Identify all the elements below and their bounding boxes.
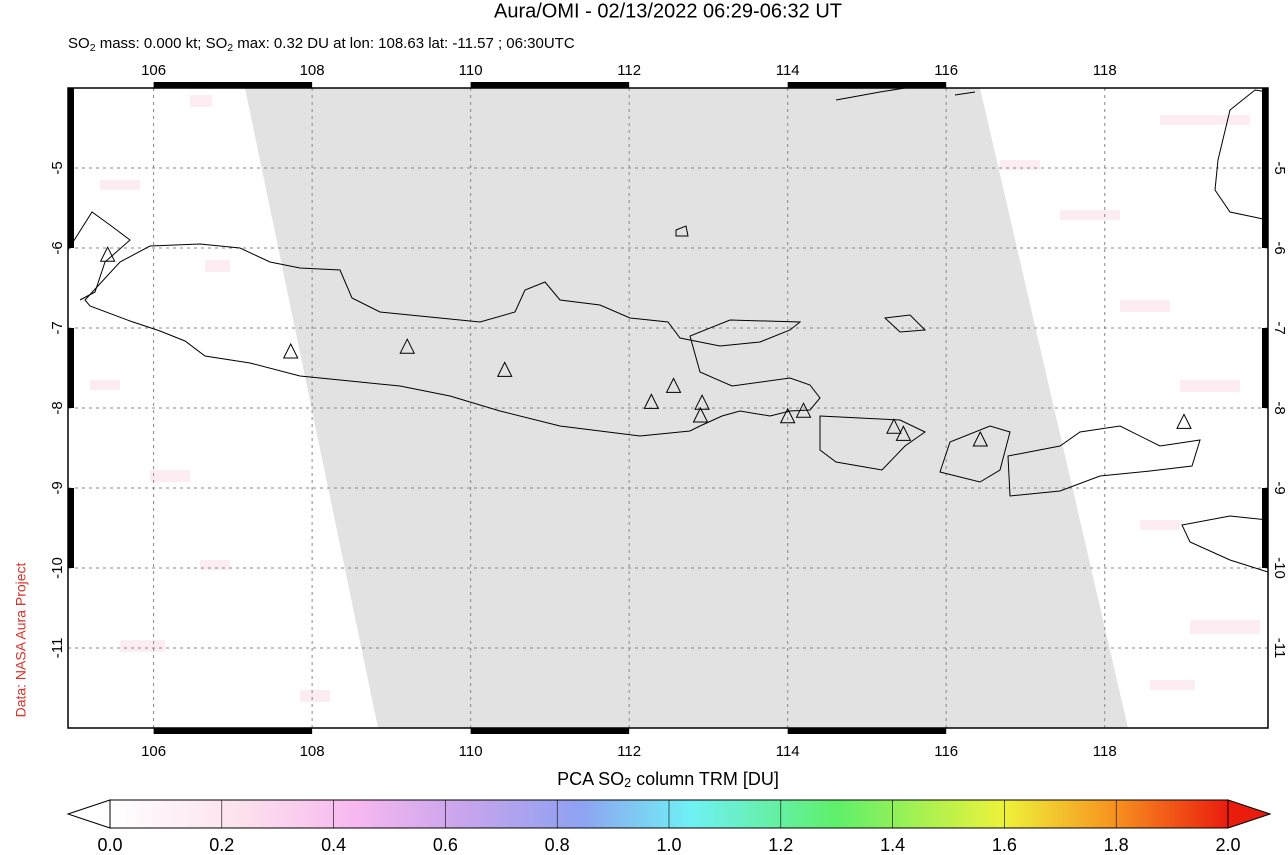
side-note: Data: NASA Aura Project [13,562,29,717]
volcano-marker [895,425,912,441]
y-tick-label: -7 [1271,321,1288,334]
map-area [68,88,1268,728]
volcano-marker [795,402,812,418]
y-tick-label: -8 [49,401,66,414]
volcano-marker [886,418,902,434]
frame-segment [153,728,313,734]
volcano-marker [972,430,989,447]
colorbar-tick-label: 1.6 [992,835,1017,855]
x-tick-label: 108 [300,743,325,760]
colorbar-low-extend [66,799,111,829]
colorbar-tick-label: 0.8 [545,835,570,855]
frame-segment [68,88,74,168]
volcano-marker [643,393,660,409]
title: Aura/OMI - 02/13/2022 06:29-06:32 UT [494,0,842,22]
y-tick-label: -8 [1271,401,1288,414]
x-tick-label: 106 [141,743,166,760]
y-tick-label: -11 [49,638,66,659]
volcano-marker [282,342,299,359]
colorbar-tick-label: 0.6 [433,835,458,855]
colorbar-tick-label: 0.0 [97,835,122,855]
volcano-marker [99,246,116,262]
x-tick-label: 108 [300,62,325,79]
frame-segment [153,82,313,88]
frame-segment [1262,328,1268,408]
colorbar-tick-label: 2.0 [1215,835,1240,855]
volcano-marker [694,394,710,410]
volcano-marker [665,377,682,393]
x-tick-label: 112 [617,62,641,79]
text-part: mass: 0.000 kt; SO [96,35,228,52]
y-tick-label: -5 [49,161,66,174]
x-tick-label: 118 [1093,743,1117,760]
colorbar-label: PCA SO2 column TRM [DU] [557,769,779,791]
x-tick-label: 118 [1093,62,1117,79]
subscript: 2 [227,42,233,54]
x-tick-label: 116 [934,743,958,760]
text-part: max: 0.32 DU at lon: 108.63 lat: -11.57 … [233,35,575,52]
frame-segment [787,728,947,734]
frame-segment [787,82,947,88]
y-tick-label: -9 [49,481,66,494]
subscript: 2 [90,42,96,54]
subtitle: SO2 mass: 0.000 kt; SO2 max: 0.32 DU at … [68,35,575,54]
frame-segment [1262,488,1268,568]
frame-segment [68,168,74,248]
colorbar-tick-label: 1.4 [880,835,905,855]
frame-segment [1262,88,1268,168]
y-tick-label: -6 [1271,241,1288,254]
volcano-marker [496,361,513,377]
x-tick-label: 106 [141,62,166,79]
x-tick-label: 114 [776,62,800,79]
coastlines [68,88,1268,573]
colorbar-tick-label: 0.4 [321,835,346,855]
volcano-marker [1176,413,1192,429]
volcano-marker [779,407,796,424]
colorbar-tick-label: 0.2 [209,835,234,855]
colorbar-tick-label: 1.2 [768,835,793,855]
frame-segment [470,728,630,734]
x-tick-label: 112 [617,743,641,760]
subscript: 2 [624,776,631,790]
y-tick-label: -11 [1271,638,1288,659]
colorbar-tick-label: 1.0 [656,835,681,855]
text-part: column TRM [DU] [631,769,779,789]
x-tick-label: 110 [459,743,483,760]
colorbar-high-extend [1227,799,1272,829]
x-tick-label: 114 [776,743,800,760]
volcano-marker [399,338,416,354]
y-tick-label: -9 [1271,481,1288,494]
volcano-marker [692,406,709,423]
frame-segment [68,328,74,408]
y-tick-label: -7 [49,321,66,334]
x-tick-label: 110 [459,62,483,79]
colorbar: 0.0 0.2 0.4 0.6 0.8 1.0 1.2 1.4 1.6 1.8 2.0 [66,799,1272,855]
colorbar-tick-label: 1.8 [1104,835,1129,855]
y-tick-label: -10 [1271,557,1288,579]
frame-segment [68,488,74,568]
x-tick-label: 116 [934,62,958,79]
frame-segment [470,82,630,88]
y-tick-label: -6 [49,241,66,254]
frame-segment [1262,168,1268,248]
y-tick-label: -10 [49,557,66,579]
text-part: SO [68,35,90,52]
y-tick-label: -5 [1271,161,1288,174]
text-part: PCA SO [557,769,624,789]
